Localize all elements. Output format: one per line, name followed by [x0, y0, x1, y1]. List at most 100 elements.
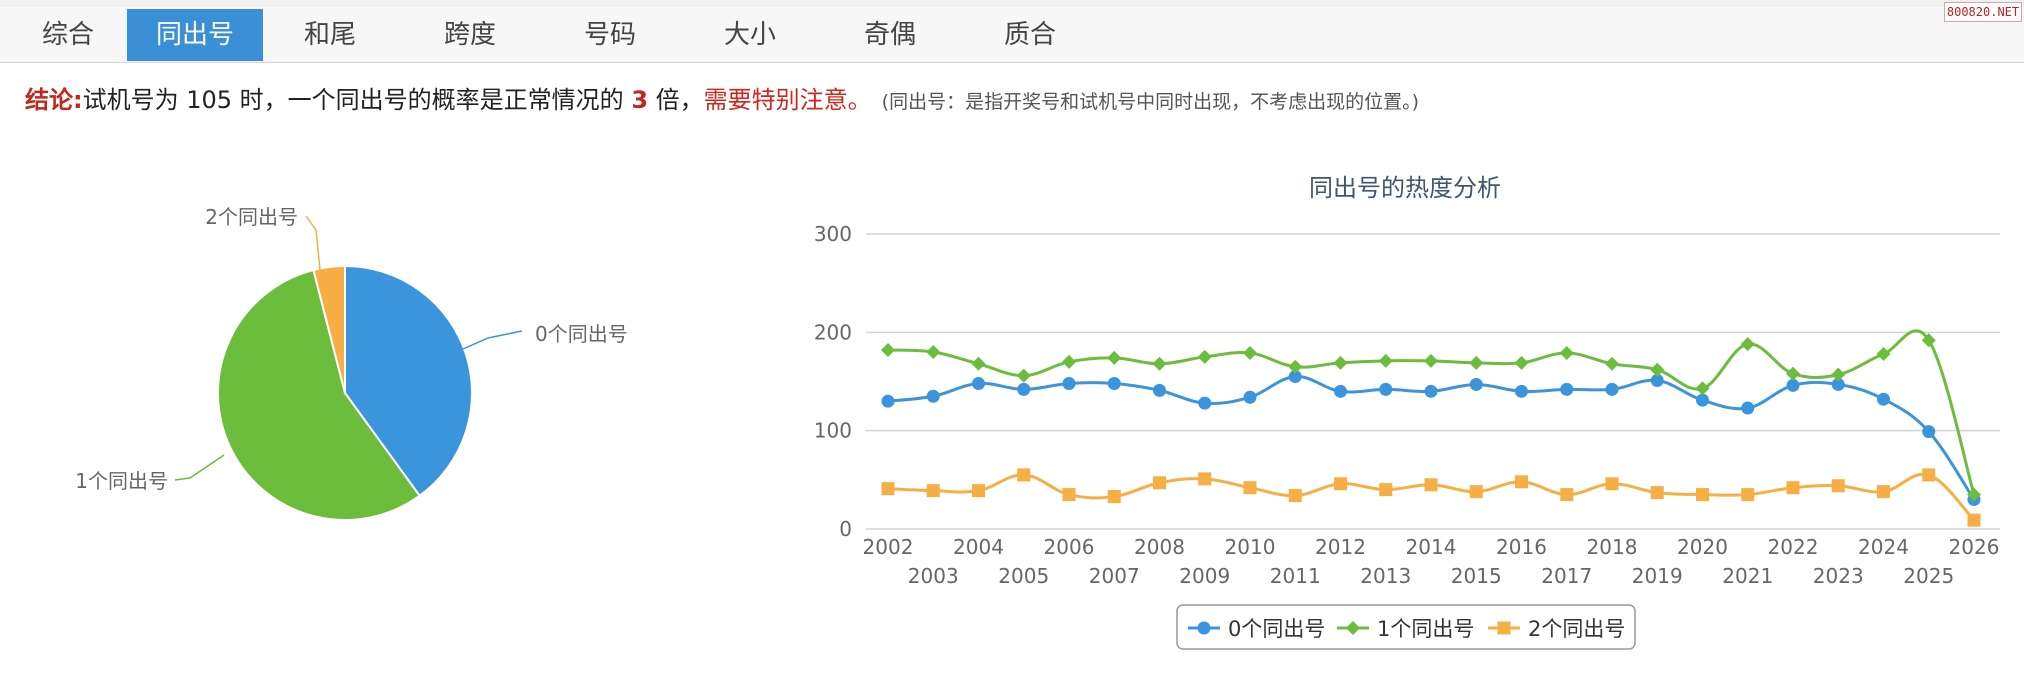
tab-bar: 综合 同出号 和尾 跨度 号码 大小 奇偶 质合 [0, 7, 2024, 63]
data-point [1559, 345, 1574, 360]
data-point [1243, 481, 1257, 495]
data-point [1288, 489, 1302, 503]
tab-number[interactable]: 号码 [583, 20, 636, 50]
pie-slice [217, 268, 422, 521]
data-point [1786, 378, 1800, 392]
x-tick-label: 2023 [1813, 564, 1864, 588]
y-tick-label: 0 [839, 517, 852, 541]
data-point [1560, 488, 1574, 502]
data-point [1062, 488, 1076, 502]
conclusion-label: 结论: [25, 86, 83, 114]
tab-sum-tail[interactable]: 和尾 [303, 20, 356, 50]
x-tick-label: 2010 [1225, 535, 1276, 559]
x-tick-label: 2016 [1496, 535, 1547, 559]
legend-label: 2个同出号 [1528, 617, 1625, 641]
conclusion-text-2: 倍， [648, 86, 704, 114]
data-point [926, 484, 940, 498]
data-point [1469, 377, 1483, 391]
data-point [1741, 488, 1755, 502]
tab-span[interactable]: 跨度 [443, 20, 496, 50]
data-point [881, 482, 895, 496]
data-point [1334, 384, 1347, 398]
conclusion-text: 试机号为 105 时，一个同出号的概率是正常情况的 [82, 86, 632, 114]
chart-title: 同出号的热度分析 [1309, 174, 1501, 202]
x-tick-label: 2018 [1587, 535, 1638, 559]
data-point [1424, 478, 1438, 492]
conclusion-warning: 需要特别注意。 [703, 86, 872, 114]
line-chart: 同出号的热度分析 0 100 200 300 2002 2003 2004 2005 2006 20… [814, 174, 2000, 650]
data-point [1243, 390, 1257, 404]
x-tick-label: 2014 [1406, 535, 1457, 559]
data-point [1831, 377, 1845, 391]
data-point [1650, 362, 1665, 377]
data-point [1243, 345, 1257, 360]
y-tick-label: 300 [814, 222, 852, 246]
data-point [1198, 472, 1212, 486]
x-tick-label: 2011 [1270, 564, 1321, 588]
data-point [1650, 374, 1664, 388]
conclusion-multiple: 3 [631, 86, 649, 114]
data-point [1378, 353, 1393, 368]
data-point [1469, 485, 1483, 499]
x-tick-label: 2007 [1089, 564, 1140, 588]
x-tick-label: 2019 [1632, 564, 1683, 588]
pie-slice [344, 264, 473, 498]
data-point [1198, 396, 1212, 410]
data-point [1107, 490, 1121, 504]
data-point [1197, 621, 1211, 635]
tab-same-number[interactable]: 同出号 [127, 9, 263, 61]
tab-big-small[interactable]: 大小 [723, 20, 776, 50]
data-point [1334, 477, 1347, 491]
data-point [1153, 383, 1166, 397]
x-tick-label: 2022 [1768, 535, 1819, 559]
pie-chart: 0个同出号 1个同出号 2个同出号 [75, 205, 628, 521]
data-point [1696, 393, 1709, 407]
legend-box [1176, 604, 1636, 650]
data-point [1877, 392, 1890, 406]
tab-prime-composite[interactable]: 质合 [1003, 20, 1056, 50]
data-point [881, 394, 895, 408]
data-point [1346, 621, 1360, 635]
data-point [1515, 384, 1528, 398]
data-point [1017, 468, 1031, 482]
data-point [1831, 479, 1845, 493]
data-point [1515, 475, 1528, 489]
pie-label-connector [462, 330, 523, 350]
data-point [1424, 384, 1438, 398]
x-tick-label: 2017 [1541, 564, 1592, 588]
data-point [1379, 382, 1393, 396]
data-point [1786, 481, 1800, 495]
data-point [1288, 370, 1302, 384]
x-tick-label: 2004 [953, 535, 1004, 559]
pie-label-connector [174, 454, 225, 481]
data-point [1469, 355, 1484, 370]
data-point [1695, 381, 1710, 396]
x-tick-label: 2012 [1315, 535, 1366, 559]
data-point [1016, 368, 1031, 383]
data-point [1197, 349, 1212, 364]
data-point [1497, 621, 1511, 635]
data-point [1605, 477, 1619, 491]
data-point [1152, 356, 1167, 371]
x-tick-label: 2005 [998, 564, 1049, 588]
data-point [1288, 359, 1303, 374]
conclusion-note: (同出号：是指开奖号和试机号中同时出现，不考虑出现的位置。) [881, 91, 1419, 113]
x-tick-label: 2013 [1360, 564, 1411, 588]
pie-label-connector [305, 215, 321, 271]
data-point [1379, 483, 1393, 497]
tab-odd-even[interactable]: 奇偶 [863, 20, 916, 50]
data-point [926, 345, 941, 359]
data-point [971, 356, 986, 371]
data-point [1062, 376, 1076, 390]
x-tick-label: 2025 [1903, 564, 1954, 588]
data-point [1560, 382, 1574, 396]
pie-label: 0个同出号 [535, 322, 628, 346]
x-tick-label: 2008 [1134, 535, 1185, 559]
data-point [1696, 488, 1709, 502]
x-tick-label: 2006 [1044, 535, 1095, 559]
pie-slice [312, 264, 346, 394]
x-tick-label: 2024 [1858, 535, 1909, 559]
data-point [881, 343, 895, 358]
x-tick-label: 2003 [908, 564, 959, 588]
tab-overall[interactable]: 综合 [41, 20, 94, 50]
